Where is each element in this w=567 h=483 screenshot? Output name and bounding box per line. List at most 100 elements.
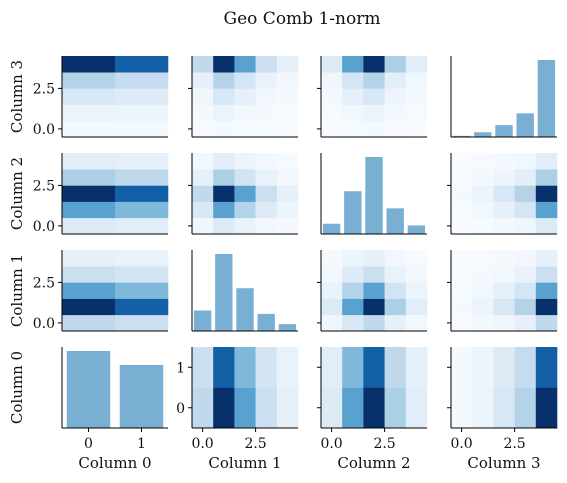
heat-cell-0-3-0-3 [514, 387, 537, 429]
heat-cell-3-0-3-1 [115, 72, 169, 89]
x-axis-label: Column 0 [78, 454, 151, 472]
heat-cell-3-1-0-4 [276, 120, 299, 138]
heat-cell-3-1-0-0 [192, 120, 214, 138]
heat-cell-3-0-2-1 [115, 88, 169, 105]
heat-cell-2-1-0-2 [234, 217, 256, 235]
heat-cell-2-3-3-4 [535, 169, 558, 186]
panel-3-2 [317, 56, 428, 138]
heat-cell-3-2-1-3 [384, 104, 407, 122]
heat-cell-2-1-2-3 [255, 185, 278, 202]
heat-cell-3-1-4-0 [192, 56, 214, 73]
xtick-label: 2.5 [244, 436, 266, 452]
heat-cell-1-3-2-4 [535, 282, 558, 299]
heat-cell-3-2-4-3 [384, 56, 407, 73]
heat-cell-2-1-1-2 [234, 201, 256, 219]
heat-cell-3-1-3-2 [234, 72, 256, 89]
heat-cell-1-2-1-0 [321, 298, 343, 316]
heat-cell-2-1-4-0 [192, 153, 214, 170]
heat-cell-1-3-2-3 [514, 282, 537, 299]
heat-cell-2-3-4-4 [535, 153, 558, 170]
heat-cell-3-2-2-1 [342, 88, 364, 105]
heat-cell-1-2-1-3 [384, 298, 407, 316]
heat-cell-1-2-3-0 [321, 266, 343, 283]
y-axis-label: Column 1 [8, 254, 26, 327]
heat-cell-2-1-4-3 [255, 153, 278, 170]
heat-cell-3-1-1-1 [213, 104, 235, 122]
heat-cell-1-0-2-1 [115, 282, 169, 299]
heat-cell-1-3-1-1 [472, 298, 494, 316]
heat-cell-1-2-3-2 [363, 266, 385, 283]
heat-cell-1-0-1-0 [62, 298, 116, 316]
heat-cell-1-2-3-4 [405, 266, 428, 283]
heat-cell-0-1-1-1 [213, 347, 235, 388]
heat-cell-1-2-2-3 [384, 282, 407, 299]
heat-cell-3-1-1-0 [192, 104, 214, 122]
heat-cell-2-1-3-0 [192, 169, 214, 186]
heat-cell-1-0-3-1 [115, 266, 169, 283]
heat-cell-0-3-0-4 [535, 387, 558, 429]
heat-cell-0-1-0-1 [213, 387, 235, 429]
heat-cell-2-1-0-4 [276, 217, 299, 235]
heat-cell-2-3-1-4 [535, 201, 558, 219]
heat-cell-3-2-0-4 [405, 120, 428, 138]
heat-cell-1-3-3-0 [451, 266, 473, 283]
heat-cell-2-3-2-4 [535, 185, 558, 202]
heat-cell-1-0-3-0 [62, 266, 116, 283]
heat-cell-1-2-0-3 [384, 314, 407, 332]
ytick-label: 0.0 [33, 219, 55, 235]
panel-2-1 [188, 153, 299, 235]
heat-cell-0-1-0-0 [192, 387, 214, 429]
heat-cell-2-1-1-1 [213, 201, 235, 219]
hist-bar-3-3 [516, 113, 534, 137]
heat-cell-0-3-1-1 [472, 347, 494, 388]
heat-cell-3-1-0-3 [255, 120, 278, 138]
heat-cell-3-0-2-0 [62, 88, 116, 105]
panel-2-3 [447, 153, 558, 235]
heat-cell-3-1-3-1 [213, 72, 235, 89]
heat-cell-3-2-2-3 [384, 88, 407, 105]
heat-cell-3-1-4-4 [276, 56, 299, 73]
heat-cell-1-2-4-3 [384, 250, 407, 267]
heat-cell-1-2-0-2 [363, 314, 385, 332]
panel-2-0: 0.0 2.5 Column 2 [8, 153, 169, 235]
heat-cell-3-1-2-2 [234, 88, 256, 105]
heat-cell-3-0-4-1 [115, 56, 169, 73]
heat-cell-2-0-2-0 [62, 185, 116, 202]
heat-cell-2-3-1-3 [514, 201, 537, 219]
heat-cell-1-3-0-2 [493, 314, 515, 332]
heat-cell-2-1-4-2 [234, 153, 256, 170]
heat-cell-1-2-1-1 [342, 298, 364, 316]
heat-cell-0-3-1-3 [514, 347, 537, 388]
heat-cell-2-3-3-2 [493, 169, 515, 186]
xtick-label: 1 [137, 436, 146, 452]
heat-cell-1-2-4-0 [321, 250, 343, 267]
heat-cell-1-3-4-4 [535, 250, 558, 267]
heat-cell-0-2-0-2 [363, 387, 385, 429]
x-axis-label: Column 2 [337, 454, 410, 472]
panel-0-3: 0.0 2.5 Column 3 [447, 347, 558, 472]
hist-bar-1-1 [215, 254, 233, 331]
hist-bar-3-1 [474, 132, 492, 137]
panel-0-1: 0 1 0.0 2.5 Column 1 [176, 347, 299, 472]
xtick-label: 0.0 [320, 436, 342, 452]
heat-cell-1-3-1-3 [514, 298, 537, 316]
heat-cell-0-1-1-0 [192, 347, 214, 388]
heat-cell-0-2-1-3 [384, 347, 407, 388]
heat-cell-3-1-3-4 [276, 72, 299, 89]
ytick-label: 0.0 [33, 316, 55, 332]
hist-bar-3-4 [537, 60, 556, 137]
y-axis-label: Column 2 [8, 157, 26, 230]
heat-cell-1-0-0-1 [115, 314, 169, 332]
heat-cell-1-2-3-1 [342, 266, 364, 283]
heat-cell-3-2-3-3 [384, 72, 407, 89]
hist-bar-1-4 [278, 324, 297, 331]
heat-cell-3-1-1-4 [276, 104, 299, 122]
panel-1-2 [317, 250, 428, 332]
heat-cell-1-3-1-2 [493, 298, 515, 316]
heat-cell-2-1-2-4 [276, 185, 299, 202]
hist-bar-3-2 [495, 125, 513, 137]
heat-cell-3-1-1-3 [255, 104, 278, 122]
heat-cell-0-3-1-0 [451, 347, 473, 388]
hist-bar-2-4 [407, 225, 426, 234]
heat-cell-1-3-4-3 [514, 250, 537, 267]
